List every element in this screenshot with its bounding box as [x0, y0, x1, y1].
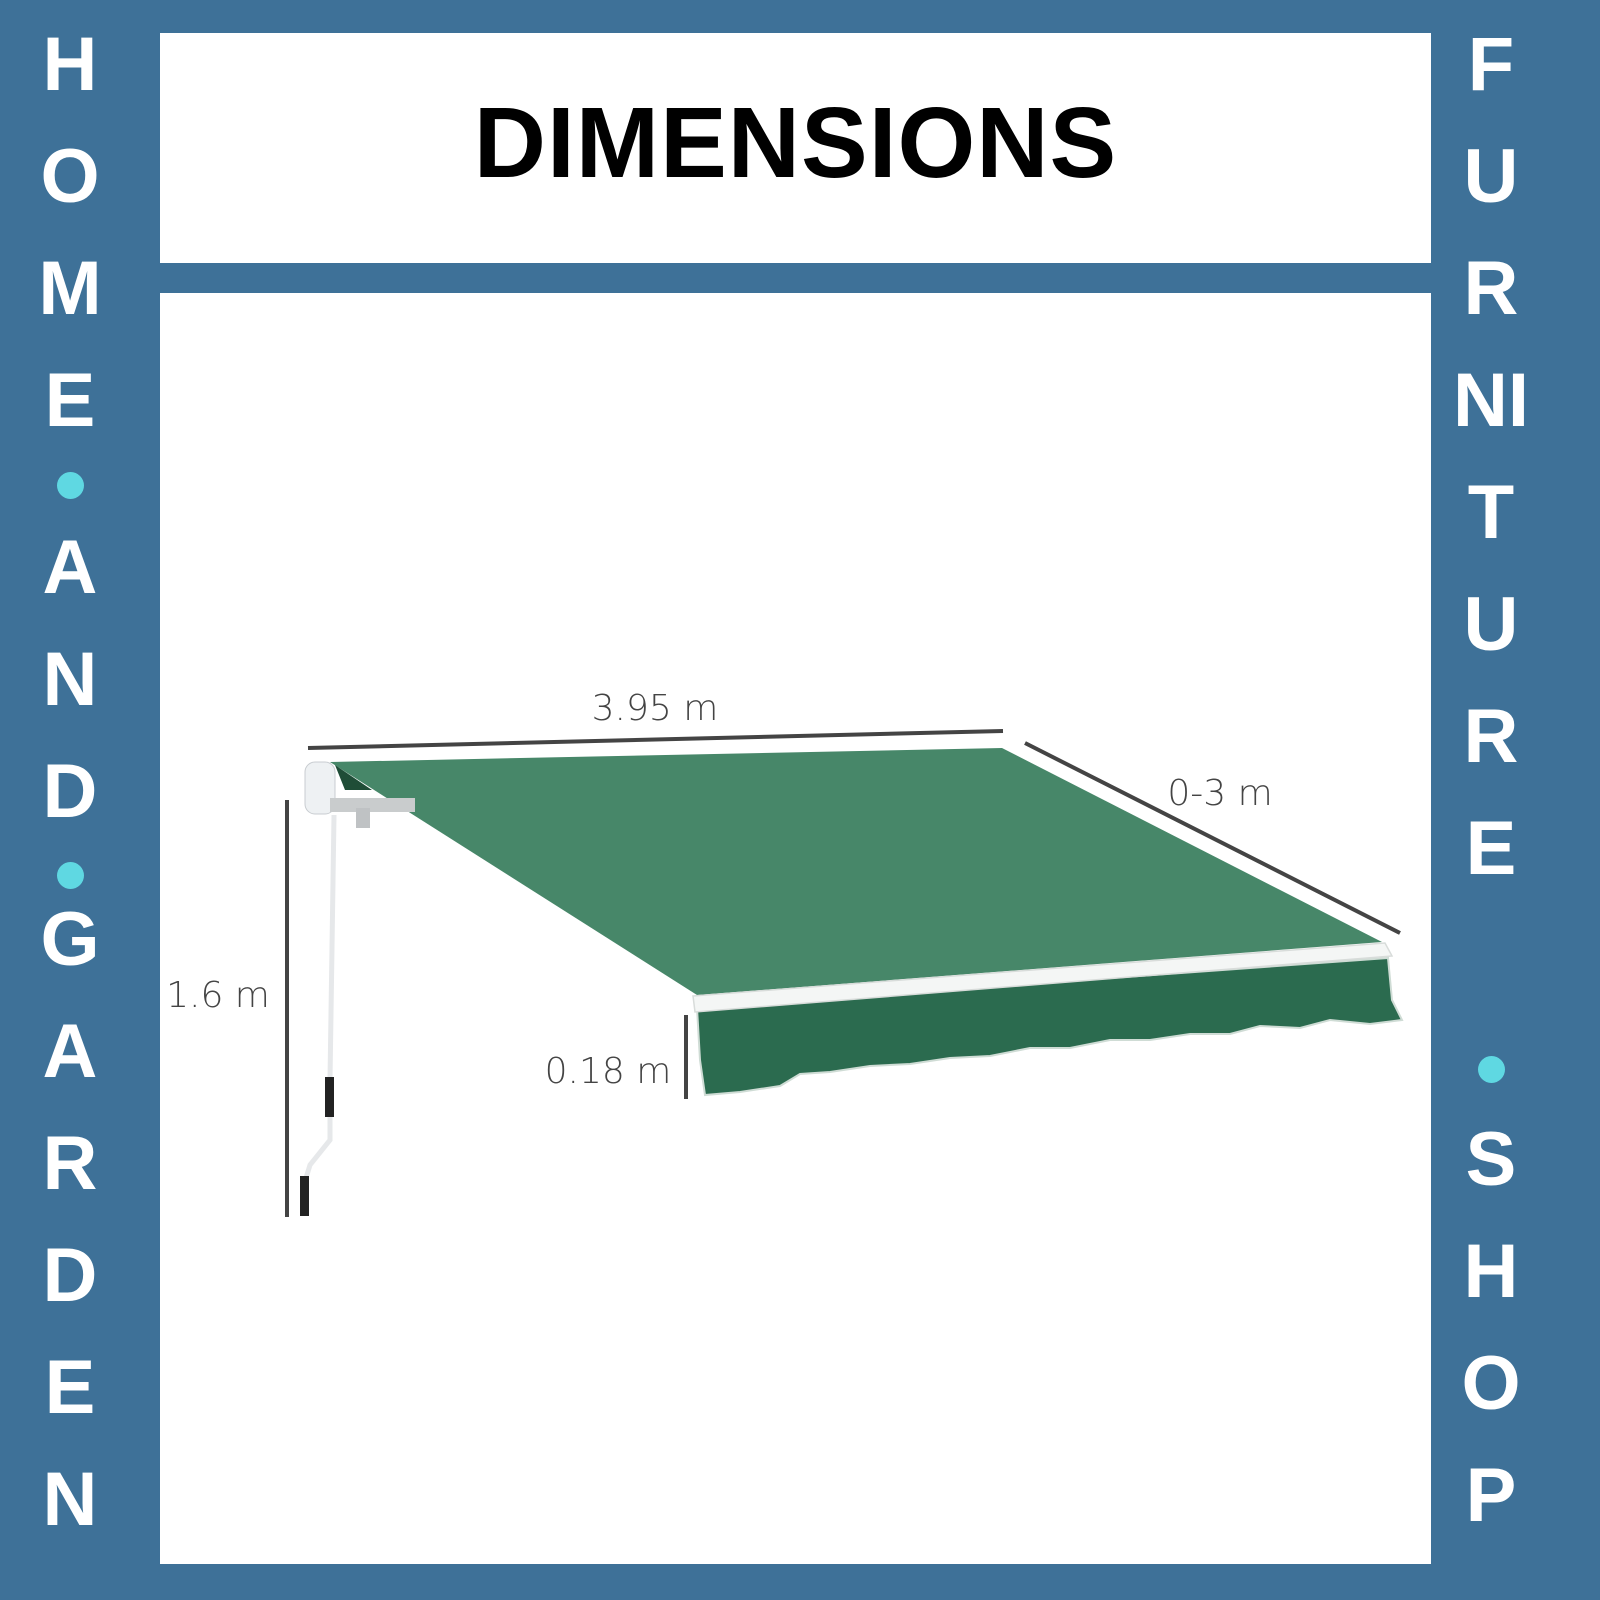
banner-word-shop: SHOP [1461, 1117, 1521, 1538]
height-label: 1.6 m [166, 975, 270, 1016]
arm-mount [356, 808, 370, 828]
dimension-lines [285, 729, 1401, 1217]
separator-dot [1478, 1056, 1505, 1083]
awning-shadow [335, 765, 372, 790]
valance [695, 956, 1404, 1097]
awning [300, 748, 1404, 1216]
awning-canopy [330, 748, 1382, 995]
crank-knob [300, 1176, 309, 1216]
banner-word-home: HOME [38, 22, 102, 443]
front-bar [692, 942, 1394, 1013]
projection-label: 0-3 m [1167, 773, 1272, 814]
banner-word-and: AND [42, 525, 98, 834]
arm-bracket [330, 798, 415, 812]
crank-handle [303, 1117, 333, 1179]
projection-dimension-line [1024, 741, 1401, 935]
crank-grip [325, 1077, 334, 1117]
separator-dot [57, 862, 84, 889]
title-panel: DIMENSIONS [160, 33, 1431, 263]
page-title: DIMENSIONS [473, 86, 1118, 199]
banner-word-garden: GARDEN [40, 897, 100, 1542]
crank-rod [327, 814, 337, 1081]
wall-bracket [304, 761, 336, 815]
width-dimension-line [307, 729, 1004, 750]
valance-label: 0.18 m [545, 1051, 672, 1092]
separator-dot [57, 472, 84, 499]
banner-word-furniture: FURNITURE [1453, 22, 1529, 891]
width-label: 3.95 m [592, 688, 719, 729]
